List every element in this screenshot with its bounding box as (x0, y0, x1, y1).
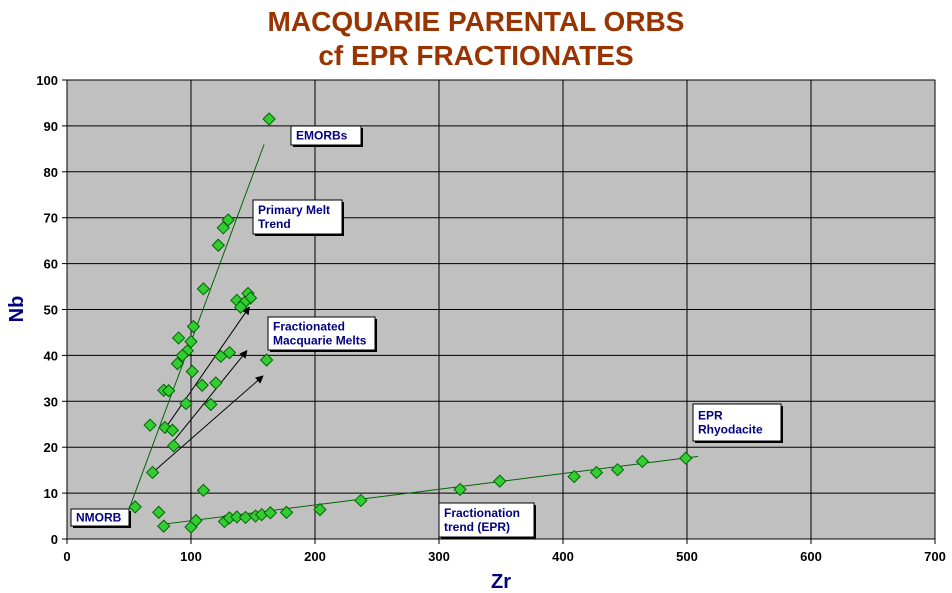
data-point (679, 451, 693, 465)
data-point (157, 519, 171, 533)
data-point (195, 378, 209, 392)
annotation-text: Fractionated (273, 320, 345, 334)
annotation-text: EPR (698, 409, 723, 423)
annotation-background (267, 316, 376, 351)
annotation-box: EMORBs (290, 125, 363, 147)
x-tick-label: 600 (800, 549, 822, 564)
annotation-text: NMORB (76, 511, 122, 525)
annotation-text: Primary Melt (258, 203, 330, 217)
data-point (354, 493, 368, 508)
axes: 0 100 200 300 400 500 600 700 0 10 20 30 40 50 60 70 80 9… (36, 73, 946, 564)
data-point (263, 506, 278, 520)
annotation-background (290, 125, 362, 146)
data-point (209, 376, 223, 390)
data-point (589, 465, 604, 480)
annotation-text: EMORBs (296, 129, 348, 143)
data-point (610, 462, 625, 477)
y-tick-label: 10 (44, 486, 58, 501)
data-point (313, 502, 327, 517)
data-point (230, 510, 244, 524)
x-tick-label: 400 (552, 549, 574, 564)
data-point (196, 483, 211, 498)
x-tick-label: 0 (63, 549, 70, 564)
data-point (186, 319, 201, 334)
data-point (279, 505, 294, 520)
data-point (233, 300, 248, 314)
data-point (216, 221, 230, 235)
arrow (168, 350, 248, 448)
arrow (149, 375, 264, 476)
data-point (221, 213, 235, 227)
y-axis-label: Nb (6, 296, 28, 323)
data-point (493, 474, 507, 488)
annotation-text: Rhyodacite (698, 423, 763, 437)
arrow (164, 306, 250, 430)
chart-subtitle: cf EPR FRACTIONATES (318, 40, 634, 71)
annotation-background (70, 508, 130, 527)
data-point (196, 282, 211, 296)
data-point (189, 513, 203, 528)
y-tick-label: 70 (44, 211, 58, 226)
trend-line (162, 455, 699, 525)
y-tick-label: 90 (44, 119, 58, 134)
data-point (170, 356, 185, 371)
data-point (259, 353, 274, 367)
data-point (453, 482, 467, 497)
annotation-background (438, 502, 535, 538)
data-points (128, 112, 693, 534)
annotation-text: Fractionation (444, 506, 520, 520)
y-tick-label: 50 (44, 303, 58, 318)
data-point (175, 348, 190, 363)
annotation-text: Trend (258, 217, 291, 231)
x-tick-label: 500 (676, 549, 698, 564)
data-point (262, 112, 276, 126)
arrows (149, 306, 264, 476)
data-point (211, 238, 225, 252)
data-point (128, 500, 142, 514)
data-point (152, 505, 166, 520)
x-axis-label: Zr (491, 571, 511, 593)
annotation-box: NMORB (70, 508, 131, 528)
data-point (214, 349, 228, 364)
data-point (171, 331, 186, 345)
y-tick-label: 0 (51, 532, 58, 547)
y-tick-label: 80 (44, 165, 58, 180)
x-tick-label: 100 (180, 549, 202, 564)
y-tick-label: 40 (44, 348, 58, 363)
annotation-text: trend (EPR) (444, 520, 510, 534)
chart-title: MACQUARIE PARENTAL ORBS (267, 6, 685, 37)
data-point (165, 423, 180, 437)
x-tick-label: 700 (924, 549, 946, 564)
data-point (179, 396, 193, 411)
annotation-text: Macquarie Melts (273, 334, 367, 348)
x-tick-label: 200 (304, 549, 326, 564)
data-point (635, 454, 650, 469)
y-tick-label: 30 (44, 394, 58, 409)
y-tick-label: 60 (44, 257, 58, 272)
data-point (166, 439, 181, 453)
data-point (184, 334, 198, 349)
data-point (143, 418, 157, 432)
y-tick-label: 20 (44, 440, 58, 455)
annotation-background (692, 403, 782, 442)
data-point (161, 384, 176, 398)
data-point (145, 465, 160, 480)
data-point (185, 364, 199, 379)
x-tick-label: 300 (428, 549, 450, 564)
data-point (204, 397, 218, 412)
annotation-background (252, 199, 343, 235)
data-point (567, 469, 581, 484)
y-tick-label: 100 (36, 73, 58, 88)
